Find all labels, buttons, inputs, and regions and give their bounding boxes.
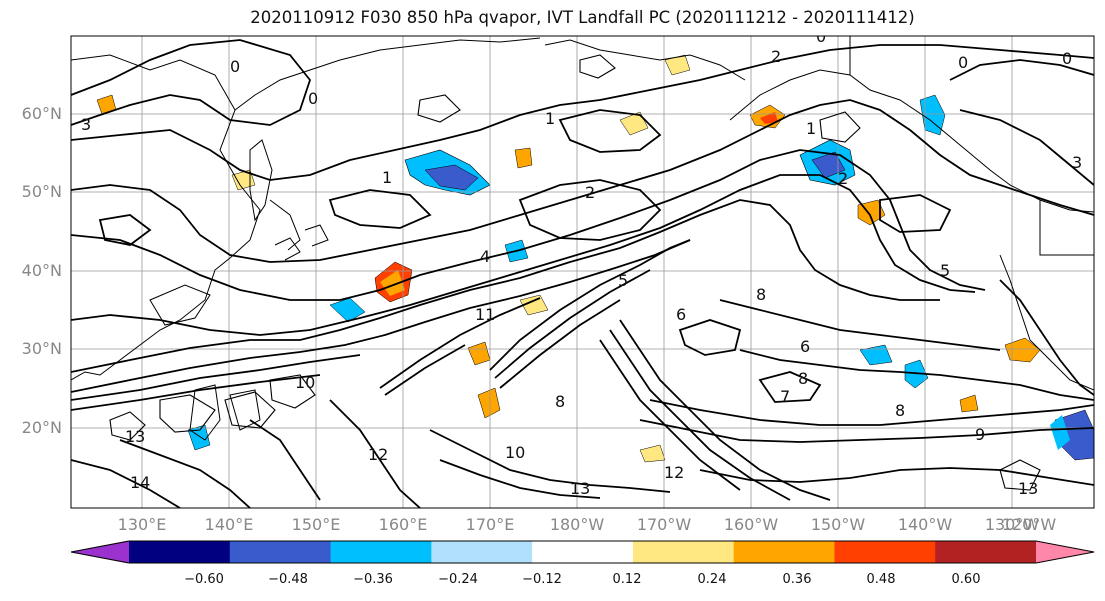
colorbar-segment	[129, 541, 231, 563]
contour-label: 0	[308, 89, 318, 108]
contour-label: 12	[664, 463, 684, 482]
lon-label: 180°W	[549, 515, 605, 534]
lat-label: 60°N	[21, 104, 62, 123]
contour-label: 8	[756, 285, 766, 304]
lon-label: 160°W	[723, 515, 779, 534]
contour-label: 0	[230, 57, 240, 76]
lon-label: 120°W	[1001, 515, 1057, 534]
contour-label: 10	[295, 373, 315, 392]
map-title: 2020110912 F030 850 hPa qvapor, IVT Land…	[250, 8, 915, 27]
colorbar-segment	[431, 541, 533, 563]
lat-label: 30°N	[21, 339, 62, 358]
colorbar-tick-label: −0.36	[353, 572, 393, 587]
colorbar-segment	[229, 541, 332, 563]
colorbar-segment	[834, 541, 936, 563]
contour-label: 2	[585, 183, 595, 202]
contour-label: 3	[81, 115, 91, 134]
contour-label: 10	[505, 443, 525, 462]
lon-label: 160°E	[378, 515, 428, 534]
contour-label-group: 0 0 0 0 0 1 1 1 2 2 2 3 3 4 5 5 6 6 7 8 …	[81, 27, 1082, 498]
contour-label: 2	[838, 169, 848, 188]
contour-label: 5	[940, 261, 950, 280]
lon-label: 170°E	[465, 515, 515, 534]
lon-label: 170°W	[636, 515, 692, 534]
contour-label: 8	[895, 401, 905, 420]
contour-label: 1	[545, 109, 555, 128]
lon-label: 140°W	[897, 515, 953, 534]
colorbar-tick-label: 0.60	[951, 572, 981, 587]
lon-label: 140°E	[204, 515, 254, 534]
colorbar-tick-label: −0.24	[438, 572, 478, 587]
ivt-contours-thin	[109, 54, 1041, 491]
contour-label: 7	[780, 387, 790, 406]
contour-label: 1	[806, 119, 816, 138]
colorbar-segments	[70, 540, 1095, 564]
contour-label: 13	[570, 479, 590, 498]
colorbar-segment	[330, 541, 432, 563]
contour-label: 12	[368, 445, 388, 464]
colorbar-segment	[935, 541, 1037, 563]
contour-label: 6	[800, 337, 810, 356]
ivt-contours	[71, 39, 1094, 508]
contour-label: 0	[958, 53, 968, 72]
contour-label: 13	[125, 427, 145, 446]
lon-label: 150°W	[810, 515, 866, 534]
colorbar-tick-label: 0.24	[697, 572, 727, 587]
lon-label: 130°E	[117, 515, 167, 534]
lat-label: 50°N	[21, 182, 62, 201]
colorbar-extend-high	[1036, 541, 1094, 563]
lon-label: 150°E	[291, 515, 341, 534]
colorbar-outline	[70, 540, 1095, 564]
colorbar-segment	[532, 541, 634, 563]
colorbar-tick-label: −0.48	[268, 572, 308, 587]
lat-label: 20°N	[21, 418, 62, 437]
contour-label: 5	[618, 271, 628, 290]
contour-label: 1	[382, 168, 392, 187]
colorbar-segment	[632, 541, 735, 563]
contour-label: 0	[1062, 49, 1072, 68]
contour-label: 3	[1072, 153, 1082, 172]
colorbar-tick-label: −0.12	[522, 572, 562, 587]
colorbar-tick-label: 0.36	[782, 572, 812, 587]
colorbar-tick-label: 0.48	[866, 572, 896, 587]
contour-label: 2	[771, 47, 781, 66]
contour-label: 14	[130, 473, 150, 492]
graticule	[71, 36, 1094, 508]
contour-label: 8	[798, 369, 808, 388]
contour-label: 6	[676, 305, 686, 324]
colorbar-extend-low	[71, 541, 129, 563]
colorbar-segment	[733, 541, 835, 563]
plot-frame	[70, 35, 1095, 509]
coastlines	[71, 36, 1094, 441]
contour-label: 11	[475, 305, 495, 324]
contour-label: 9	[975, 425, 985, 444]
colorbar-tick-label: 0.12	[612, 572, 642, 587]
contour-label: 13	[1018, 479, 1038, 498]
lon-label: 130°W	[984, 515, 1040, 534]
contour-label: 4	[480, 247, 490, 266]
contour-label: 0	[816, 27, 826, 46]
lat-label: 40°N	[21, 261, 62, 280]
colorbar-tick-label: −0.60	[184, 572, 224, 587]
contour-label: 8	[555, 392, 565, 411]
